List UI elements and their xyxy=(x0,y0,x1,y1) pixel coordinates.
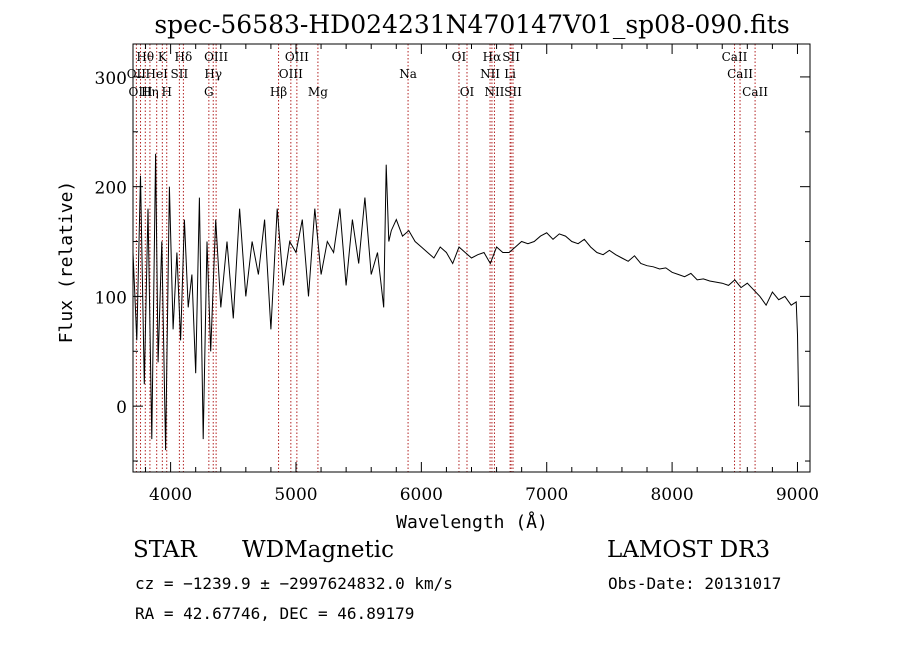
x-tick-label: 6000 xyxy=(400,485,443,505)
line-label: OI xyxy=(460,85,475,99)
flux-series xyxy=(132,153,800,451)
y-axis-label: Flux (relative) xyxy=(56,181,77,344)
line-label: CaII xyxy=(722,50,748,64)
line-label: OIII xyxy=(279,67,303,81)
line-label: K xyxy=(158,50,168,64)
line-label: Mg xyxy=(308,85,328,99)
line-label: SII xyxy=(504,85,522,99)
line-label: SII xyxy=(502,50,520,64)
line-label: NII xyxy=(484,85,504,99)
line-label: CaII xyxy=(727,67,753,81)
line-label: HeI xyxy=(146,67,169,81)
x-tick-label: 8000 xyxy=(650,485,693,505)
x-axis-label: Wavelength (Å) xyxy=(396,511,548,533)
obs-date: Obs-Date: 20131017 xyxy=(608,574,782,593)
spectral-line-markers xyxy=(135,44,756,472)
line-label: Hγ xyxy=(204,67,222,81)
line-label: CaII xyxy=(742,85,768,99)
x-tick-label: 5000 xyxy=(274,485,317,505)
x-tick-label: 7000 xyxy=(525,485,568,505)
chart-title: spec-56583-HD024231N470147V01_sp08-090.f… xyxy=(154,10,789,39)
line-label: OIII xyxy=(204,50,228,64)
line-label: Na xyxy=(399,67,417,81)
line-label: OII xyxy=(127,67,147,81)
line-label: Hδ xyxy=(175,50,193,64)
object-class: STAR xyxy=(133,537,197,563)
line-label: H xyxy=(161,85,171,99)
line-label: Li xyxy=(504,67,516,81)
line-label: Hα xyxy=(483,50,502,64)
line-label: G xyxy=(204,85,214,99)
y-tick-label: 100 xyxy=(95,288,127,308)
line-label: OIII xyxy=(285,50,309,64)
line-label: Hθ xyxy=(136,50,154,64)
x-tick-label: 4000 xyxy=(149,485,192,505)
y-tick-label: 300 xyxy=(95,69,127,89)
redshift-text: cz = −1239.9 ± −2997624832.0 km/s xyxy=(135,574,453,593)
line-label: OI xyxy=(452,50,467,64)
line-label: Hη xyxy=(141,85,159,99)
x-tick-label: 9000 xyxy=(776,485,819,505)
line-label: SII xyxy=(171,67,189,81)
object-subclass: WDMagnetic xyxy=(242,537,394,563)
line-label: NII xyxy=(480,67,500,81)
y-tick-label: 200 xyxy=(95,179,127,199)
flux-line xyxy=(132,153,800,451)
y-tick-label: 0 xyxy=(116,398,127,418)
line-label: OIII xyxy=(128,85,152,99)
line-label: Hβ xyxy=(270,85,287,99)
coordinates: RA = 42.67746, DEC = 46.89179 xyxy=(135,604,415,623)
survey-name: LAMOST DR3 xyxy=(607,537,771,563)
